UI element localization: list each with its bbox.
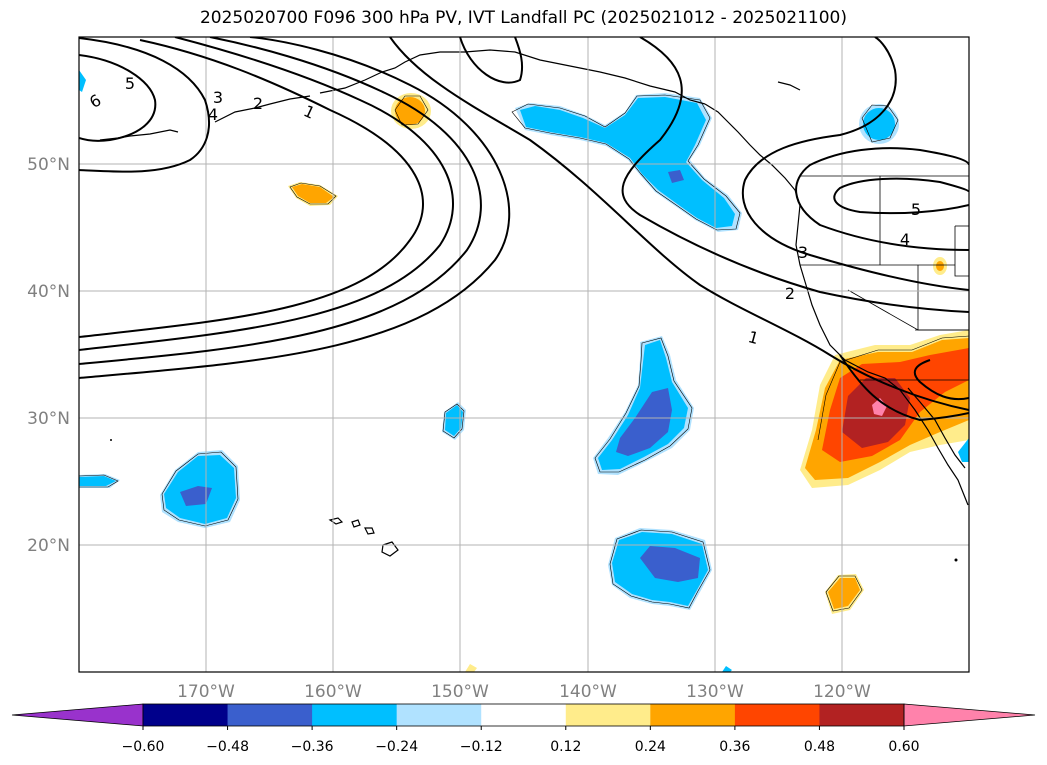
- colorbar-outline: [142, 703, 905, 727]
- colorbar-segment: [481, 704, 567, 726]
- map-border: [78, 36, 970, 673]
- contour-label: 4: [208, 105, 218, 124]
- ivt-negative-region: [79, 70, 86, 92]
- ivt-negative-region: [79, 476, 116, 486]
- y-tick-label: 20°N: [27, 536, 70, 556]
- ivt-negative-region: [180, 486, 212, 506]
- colorbar-segment: [734, 704, 820, 726]
- y-tick-label: 40°N: [27, 282, 70, 302]
- ivt-negative-region: [520, 97, 735, 228]
- map-title: 2025020700 F096 300 hPa PV, IVT Landfall…: [199, 8, 847, 28]
- ivt-negative-region: [616, 388, 672, 456]
- x-tick-label: 120°W: [813, 682, 871, 702]
- contour-label: 3: [213, 88, 223, 107]
- colorbar-label: 0.24: [635, 739, 666, 755]
- x-tick-label: 130°W: [686, 682, 744, 702]
- ivt-positive-region: [465, 664, 477, 672]
- colorbar-extend-min: [11, 703, 144, 727]
- contour-label: 5: [911, 200, 921, 219]
- colorbar-label: −0.36: [291, 739, 334, 755]
- contour-label: 4: [900, 230, 910, 249]
- colorbar-label: 0.12: [550, 739, 581, 755]
- colorbar-segment: [227, 704, 313, 726]
- ivt-positive-region: [828, 578, 860, 609]
- ivt-negative-region: [445, 405, 463, 436]
- contour-label: 3: [798, 243, 808, 262]
- x-tick-label: 170°W: [177, 682, 235, 702]
- contour-label: 2: [253, 94, 263, 113]
- ivt-negative-region: [668, 170, 684, 183]
- x-tick-label: 140°W: [559, 682, 617, 702]
- colorbar-label: −0.48: [206, 739, 249, 755]
- map-area: [79, 37, 969, 672]
- pv-contours: [79, 37, 969, 422]
- ivt-negative-region: [722, 666, 732, 672]
- colorbar-label: 0.48: [804, 739, 835, 755]
- colorbar-segment: [312, 704, 398, 726]
- ivt-outline-contours: [79, 94, 969, 612]
- colorbar-label: 0.60: [888, 739, 919, 755]
- x-tick-label: 160°W: [304, 682, 362, 702]
- y-axis-labels: 20°N 30°N 40°N 50°N: [27, 155, 70, 556]
- ivt-positive-region: [292, 184, 334, 203]
- x-tick-label: 150°W: [431, 682, 489, 702]
- colorbar-segment: [565, 704, 651, 726]
- contour-label: 1: [746, 327, 761, 348]
- ivt-positive-region: [395, 97, 425, 125]
- gridlines: [79, 37, 969, 672]
- colorbar-segment: [819, 704, 905, 726]
- x-axis-labels: 170°W 160°W 150°W 140°W 130°W 120°W: [177, 682, 871, 702]
- colorbar-extend-max: [903, 703, 1036, 727]
- contour-label: 2: [785, 284, 795, 303]
- ivt-negative-region: [863, 108, 895, 140]
- ivt-negative-region: [640, 546, 700, 582]
- y-tick-label: 50°N: [27, 155, 70, 175]
- colorbar-segment: [396, 704, 482, 726]
- colorbar-label: −0.60: [122, 739, 165, 755]
- colorbar-label: 0.36: [719, 739, 750, 755]
- colorbar-segment: [143, 704, 229, 726]
- colorbar: −0.60 −0.48 −0.36 −0.24 −0.12 0.12 0.24 0.36 0.4…: [11, 703, 1036, 755]
- colorbar-label: −0.24: [375, 739, 418, 755]
- contour-label: 5: [125, 74, 135, 93]
- ivt-positive-region: [936, 261, 944, 271]
- colorbar-segment: [650, 704, 736, 726]
- y-tick-label: 30°N: [27, 409, 70, 429]
- political-boundaries: [800, 175, 969, 381]
- colorbar-label: −0.12: [460, 739, 503, 755]
- ivt-negative-region: [958, 438, 969, 462]
